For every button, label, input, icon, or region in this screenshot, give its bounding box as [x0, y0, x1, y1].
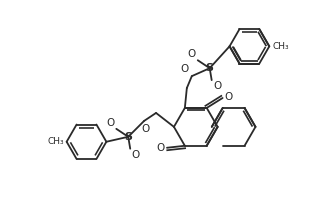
Text: O: O — [157, 143, 165, 153]
Text: O: O — [225, 92, 233, 102]
Text: O: O — [106, 118, 114, 128]
Text: S: S — [124, 132, 132, 142]
Text: CH₃: CH₃ — [47, 137, 64, 146]
Text: S: S — [206, 63, 214, 73]
Text: O: O — [131, 150, 140, 160]
Text: O: O — [181, 64, 189, 74]
Text: O: O — [187, 49, 196, 59]
Text: CH₃: CH₃ — [272, 42, 289, 51]
Text: O: O — [214, 81, 222, 91]
Text: O: O — [141, 124, 149, 134]
